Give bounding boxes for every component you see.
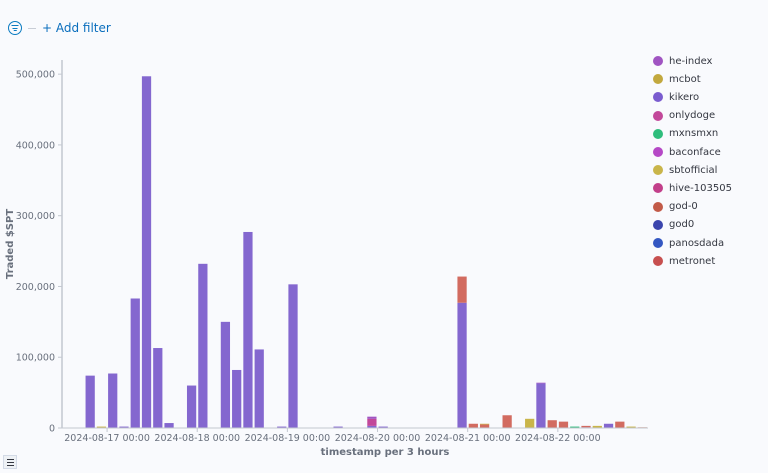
- bar-kikero: [220, 321, 231, 428]
- bar-kikero: [186, 385, 197, 428]
- bar-he-index: [367, 416, 377, 419]
- bar-kikero: [108, 373, 118, 428]
- x-tick-label: 2024-08-20 00:00: [335, 433, 421, 444]
- bar-mcbot: [479, 423, 490, 425]
- legend-label: onlydoge: [669, 110, 716, 122]
- legend-label: he-index: [669, 55, 713, 67]
- legend-item-hive-103505[interactable]: hive-103505: [653, 181, 732, 195]
- bar-kikero: [153, 348, 163, 428]
- legend-item-god-0[interactable]: god-0: [653, 200, 698, 214]
- bar-metronet: [479, 424, 490, 428]
- legend-item-he-index[interactable]: he-index: [653, 54, 712, 68]
- x-tick-label: 2024-08-18 00:00: [154, 433, 240, 444]
- bar-kikero: [603, 423, 614, 428]
- bar-kikero: [333, 426, 343, 428]
- legend-label: panosdada: [669, 237, 725, 249]
- legend-label: god0: [669, 219, 695, 231]
- y-tick-label: 200,000: [16, 282, 55, 293]
- legend-dot: [653, 165, 663, 176]
- legend-dot: [653, 219, 663, 230]
- bar-kikero: [164, 423, 174, 428]
- bar-kikero: [119, 426, 129, 428]
- bar-kikero: [141, 76, 152, 429]
- bar-kikero: [378, 426, 388, 428]
- bar-metronet: [457, 276, 467, 303]
- filter-divider: [28, 27, 36, 29]
- add-filter-button[interactable]: + Add filter: [42, 21, 111, 35]
- legend-label: baconface: [669, 146, 721, 158]
- legend-item-sbtofficial[interactable]: sbtofficial: [653, 163, 717, 177]
- bar-mcbot: [626, 426, 636, 428]
- bar-metronet: [558, 421, 569, 428]
- filter-bar: + Add filter: [8, 18, 111, 38]
- bar-kikero: [367, 425, 377, 428]
- legend-dot: [653, 238, 663, 248]
- bar-mxnsmxn: [570, 426, 580, 428]
- bar-kikero: [243, 231, 253, 428]
- legend-label: sbtofficial: [669, 164, 718, 176]
- x-tick-label: 2024-08-17 00:00: [64, 433, 150, 444]
- legend-dot: [653, 201, 663, 212]
- bar-kikero: [85, 375, 95, 428]
- legend-dot: [653, 256, 663, 267]
- bar-metronet: [468, 423, 478, 428]
- bar-metronet: [581, 425, 591, 428]
- bar-metronet: [615, 421, 625, 428]
- bar-kikero: [254, 349, 264, 428]
- bar-kikero: [277, 426, 287, 428]
- legend-item-onlydoge[interactable]: onlydoge: [653, 109, 715, 123]
- legend-label: god-0: [669, 201, 698, 213]
- legend-dot: [653, 56, 663, 66]
- y-axis-title: Traded $SPT: [5, 209, 16, 279]
- x-axis-title: timestamp per 3 hours: [321, 447, 450, 458]
- legend-label: mcbot: [669, 73, 701, 85]
- filter-icon[interactable]: [8, 21, 22, 35]
- legend-item-mcbot[interactable]: mcbot: [653, 72, 701, 86]
- bar-metronet: [502, 415, 512, 428]
- legend-dot: [653, 128, 663, 139]
- legend-dot: [653, 110, 663, 121]
- bar-onlydoge: [367, 418, 377, 426]
- legend-dot: [653, 92, 663, 103]
- legend-item-kikero[interactable]: kikero: [653, 90, 699, 104]
- x-tick-label: 2024-08-22 00:00: [515, 433, 601, 444]
- y-tick-label: 100,000: [16, 353, 55, 364]
- y-tick-label: 500,000: [16, 70, 55, 81]
- legend-item-panosdada[interactable]: panosdada: [653, 236, 724, 250]
- bar-kikero: [198, 263, 208, 428]
- bar-mcbot: [525, 418, 535, 428]
- bar-mcbot: [592, 425, 602, 428]
- legend-label: hive-103505: [669, 182, 732, 194]
- legend-item-god0[interactable]: god0: [653, 218, 694, 232]
- legend-dot: [653, 183, 663, 194]
- bar-mcbot: [96, 426, 107, 428]
- legend-label: mxnsmxn: [669, 128, 719, 140]
- bar-metronet: [547, 420, 557, 428]
- legend-label: metronet: [669, 255, 716, 267]
- bar-kikero: [536, 383, 546, 428]
- bar-he-index: [536, 382, 546, 384]
- legend-item-metronet[interactable]: metronet: [653, 254, 715, 268]
- x-tick-label: 2024-08-21 00:00: [425, 433, 511, 444]
- bar-kikero: [232, 369, 242, 428]
- legend-item-baconface[interactable]: baconface: [653, 145, 721, 159]
- bar-kikero: [288, 284, 298, 428]
- legend-dot: [653, 74, 663, 85]
- legend-item-mxnsmxn[interactable]: mxnsmxn: [653, 127, 718, 141]
- legend-dot: [653, 147, 663, 157]
- bar-kikero: [457, 302, 467, 428]
- y-tick-label: 0: [49, 424, 55, 435]
- bar-kikero: [130, 298, 140, 428]
- legend-toggle-button[interactable]: [3, 455, 17, 469]
- y-tick-label: 400,000: [16, 140, 55, 151]
- y-tick-label: 300,000: [16, 211, 55, 222]
- x-tick-label: 2024-08-19 00:00: [245, 433, 331, 444]
- legend-label: kikero: [669, 91, 700, 103]
